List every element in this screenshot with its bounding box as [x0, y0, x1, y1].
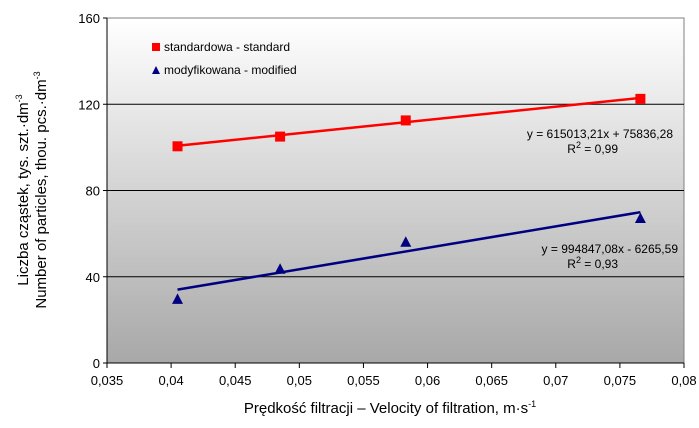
r2-standard-value: = 0,99: [581, 142, 618, 156]
x-tick-label: 0,08: [671, 373, 696, 388]
legend-label-modified: modyfikowana - modified: [164, 63, 297, 77]
point-modified: [634, 212, 646, 224]
r2-modified: R2 = 0,93: [567, 255, 618, 271]
r2-standard-prefix: R: [567, 142, 576, 156]
x-axis-title-text: Prędkość filtracji – Velocity of filtrat…: [244, 400, 528, 417]
x-tick-label: 0,075: [604, 373, 637, 388]
data-points: [172, 93, 646, 304]
equation-modified: y = 994847,08x - 6265,59: [542, 242, 679, 256]
x-axis-title: Prędkość filtracji – Velocity of filtrat…: [244, 399, 536, 417]
y-axis-title-line2-text: Number of particles, thou. pcs.·dm: [33, 79, 50, 308]
legend-marker-standard: [152, 43, 160, 51]
r2-standard: R2 = 0,99: [567, 140, 618, 156]
r2-standard-sup: 2: [576, 140, 581, 150]
point-modified: [274, 263, 286, 274]
x-tick-label: 0,055: [347, 373, 380, 388]
x-tick-label: 0,05: [287, 373, 312, 388]
point-standard: [635, 93, 646, 104]
x-axis-title-sup: -1: [528, 399, 536, 409]
axes: 0 40 80 120 160 0,035 0,04 0,045 0,05 0,055 0,06 0,…: [78, 11, 696, 388]
legend-marker-modified: [152, 66, 160, 74]
x-tick-label: 0,07: [543, 373, 568, 388]
y-tick-label: 0: [93, 356, 100, 371]
y-axis-title-line1-sup: -3: [14, 94, 24, 102]
x-tick-label: 0,04: [158, 373, 183, 388]
point-standard: [400, 115, 411, 126]
point-modified: [172, 293, 184, 304]
trendline-modified: [177, 210, 641, 291]
r2-modified-prefix: R: [567, 257, 576, 271]
y-axis-title-line2-sup: -3: [32, 71, 42, 79]
y-axis-title-line1: Liczba cząstek, tys. szt.·dm-3: [14, 94, 32, 285]
legend-label-standard: standardowa - standard: [164, 40, 290, 54]
x-tick-label: 0,045: [219, 373, 252, 388]
y-tick-label: 160: [78, 11, 100, 26]
x-tick-label: 0,065: [475, 373, 508, 388]
r2-modified-value: = 0,93: [581, 257, 618, 271]
point-standard: [172, 141, 183, 152]
r2-modified-sup: 2: [576, 255, 581, 265]
x-tick-label: 0,035: [91, 373, 124, 388]
legend: standardowa - standard modyfikowana - mo…: [152, 40, 297, 77]
y-tick-label: 120: [78, 97, 100, 112]
y-tick-label: 40: [86, 270, 100, 285]
point-modified: [400, 236, 412, 247]
equation-standard: y = 615013,21x + 75836,28: [527, 127, 673, 141]
point-standard: [275, 131, 286, 142]
x-tick-label: 0,06: [415, 373, 440, 388]
y-axis-title-line2: Number of particles, thou. pcs.·dm-3: [32, 71, 50, 308]
y-axis-title-line1-text: Liczba cząstek, tys. szt.·dm: [15, 102, 32, 285]
y-tick-label: 80: [86, 184, 100, 199]
